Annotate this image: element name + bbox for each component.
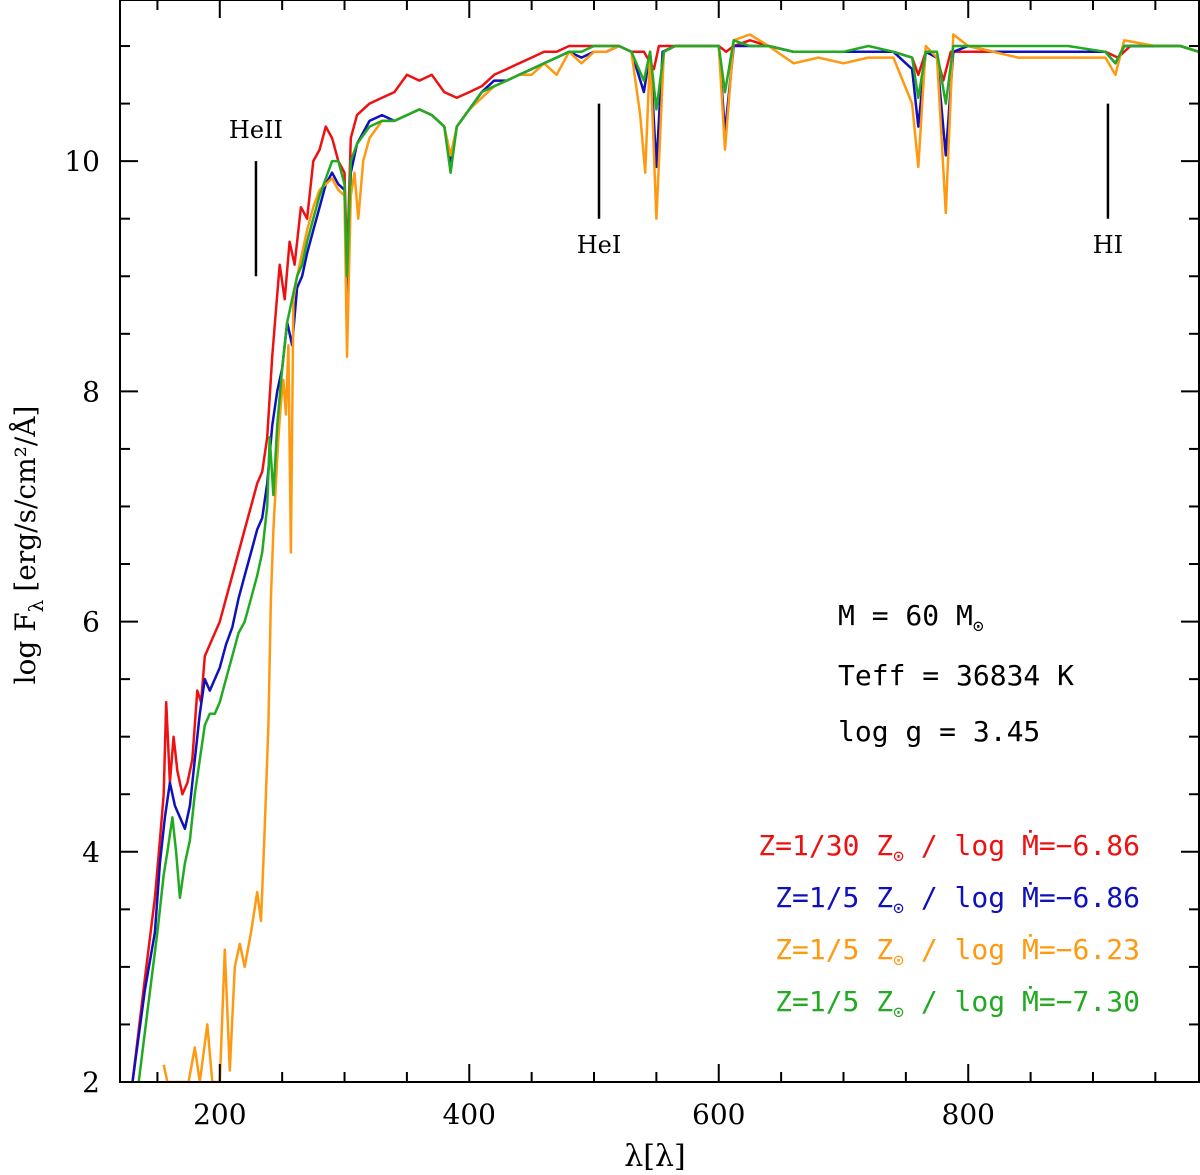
x-tick-label: 400	[443, 1098, 496, 1131]
series-line-1	[131, 39, 1200, 1082]
y-axis-label-main: log F	[9, 612, 42, 684]
mass-parameter: M = 60 M⊙	[838, 599, 984, 637]
x-axis-label: λ[λ]	[624, 1139, 685, 1174]
legend: Z=1/30 Z⊙ / log Ṁ=−6.86 Z=1/5 Z⊙ / log Ṁ=…	[758, 829, 1140, 1023]
series-line-3	[162, 33, 1200, 1082]
line-marker-layer: HeII HeI HI	[229, 103, 1123, 277]
y-axis-label: log Fλ [erg/s/cm²/Å]	[9, 406, 48, 685]
plot-frame	[119, 0, 1200, 1083]
legend-entry-3: Z=1/5 Z⊙ / log Ṁ=−6.23	[775, 933, 1140, 971]
series-layer	[131, 33, 1200, 1082]
legend-entry-1: Z=1/30 Z⊙ / log Ṁ=−6.86	[758, 829, 1140, 867]
series-line-4	[137, 39, 1200, 1082]
teff-parameter: Teff = 36834 K	[838, 659, 1074, 692]
logg-parameter: log g = 3.45	[838, 715, 1040, 748]
y-axis-label-sub: λ	[24, 599, 48, 612]
legend-entry-4: Z=1/5 Z⊙ / log Ṁ=−7.30	[775, 985, 1140, 1023]
x-tick-label: 800	[942, 1098, 995, 1131]
marker-label-heii: HeII	[229, 116, 283, 144]
marker-label-hi: HI	[1093, 231, 1123, 259]
y-axis-label-units: [erg/s/cm²/Å]	[9, 406, 42, 592]
model-parameters: M = 60 M⊙ Teff = 36834 K log g = 3.45	[838, 599, 1074, 748]
y-tick-label: 2	[82, 1066, 100, 1099]
tick-layer: 200 400 600 800 2 4 6 8 10	[64, 0, 1199, 1131]
series-line-2	[131, 44, 1200, 1082]
legend-entry-2: Z=1/5 Z⊙ / log Ṁ=−6.86	[775, 881, 1140, 919]
marker-label-hei: HeI	[577, 231, 622, 259]
y-tick-label: 10	[64, 145, 100, 178]
y-tick-label: 4	[82, 836, 100, 869]
y-tick-label: 8	[82, 375, 100, 408]
x-tick-label: 600	[692, 1098, 745, 1131]
y-tick-label: 6	[82, 606, 100, 639]
sun-symbol: ⊙	[973, 616, 984, 637]
x-tick-label: 200	[193, 1098, 246, 1131]
